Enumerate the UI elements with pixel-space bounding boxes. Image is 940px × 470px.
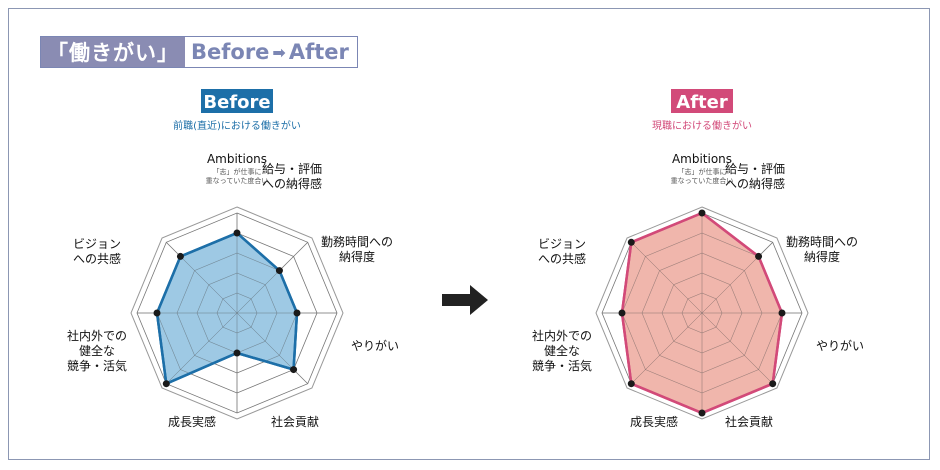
before-axis-label-5: 成長実感 [168,414,216,429]
arrow-right-icon: ➡ [272,42,286,62]
before-title: Before [203,92,270,113]
after-axis-label-6: 競争・活気 [532,358,592,373]
after-axis-label-1: への納得感 [725,176,785,191]
after-data-point-6 [618,309,626,317]
after-axis-label-3: やりがい [816,338,864,353]
before-axis-label-7: への共感 [73,251,121,266]
after-axis-label-7: ビジョン [538,237,586,251]
after-axis-label-2: 納得度 [804,249,840,264]
before-data-point-5 [162,380,170,388]
before-axis-label-2: 納得度 [339,249,375,264]
after-axis-label-5: 成長実感 [630,414,678,429]
after-axis-label-2: 勤務時間への [786,235,858,249]
after-data-point-7 [627,238,635,246]
after-data-point-4 [698,409,706,417]
page-title: 「働きがい」 Before ➡ After [40,36,358,68]
title-before-after: Before ➡ After [185,37,357,67]
after-title-badge [671,89,733,113]
before-axis-label-3: やりがい [351,338,399,353]
outer-frame [8,8,930,460]
before-data-point-2 [293,309,301,317]
title-jp: 「働きがい」 [41,37,185,67]
after-axis-label-0: Ambitions [672,152,732,166]
after-axis-sublabel-0: 「志」が仕事に [678,167,727,176]
before-axis-label-6: 健全な [79,343,115,358]
before-axis-label-1: 給与・評価 [262,161,322,176]
before-axis-label-6: 社内外での [67,328,127,343]
after-axis-label-7: への共感 [538,251,586,266]
before-axis-label-4: 社会貢献 [271,414,319,429]
before-data-point-4 [233,349,241,357]
after-axis-label-6: 社内外での [532,328,592,343]
before-title-badge [201,89,273,113]
before-axis-label-7: ビジョン [73,237,121,251]
before-data-point-1 [275,267,283,275]
after-axis-label-4: 社会貢献 [725,414,773,429]
after-subtitle: 現職における働きがい [652,119,752,132]
before-axis-label-6: 競争・活気 [67,358,127,373]
before-spoke-overlay-5 [166,312,238,384]
before-axis-label-2: 勤務時間への [321,235,393,249]
before-data-point-7 [176,252,184,260]
before-spoke-overlay-1 [236,242,308,314]
before-data-point-3 [290,366,298,374]
after-axis-sublabel-0: 重なっていた度合い [671,176,734,185]
after-axis-label-1: 給与・評価 [725,161,785,176]
before-data-point-0 [233,229,241,237]
title-before: Before [191,40,270,64]
after-data-point-1 [755,252,763,260]
after-spoke-overlay-5 [631,312,703,384]
after-data-point-2 [778,309,786,317]
after-spoke-overlay-7 [631,242,703,314]
after-data-point-0 [698,209,706,217]
before-axis-label-1: への納得感 [262,176,322,191]
before-axis-label-0: Ambitions [207,152,267,166]
before-axis-sublabel-0: 「志」が仕事に [213,167,262,176]
before-data-point-6 [153,309,161,317]
title-after: After [288,40,349,64]
after-title: After [676,92,728,113]
before-subtitle: 前職(直近)における働きがい [173,119,301,132]
before-axis-sublabel-0: 重なっていた度合い [206,176,269,185]
after-data-point-3 [769,380,777,388]
after-data-point-5 [627,380,635,388]
after-spoke-overlay-3 [701,312,773,384]
after-axis-label-6: 健全な [544,343,580,358]
